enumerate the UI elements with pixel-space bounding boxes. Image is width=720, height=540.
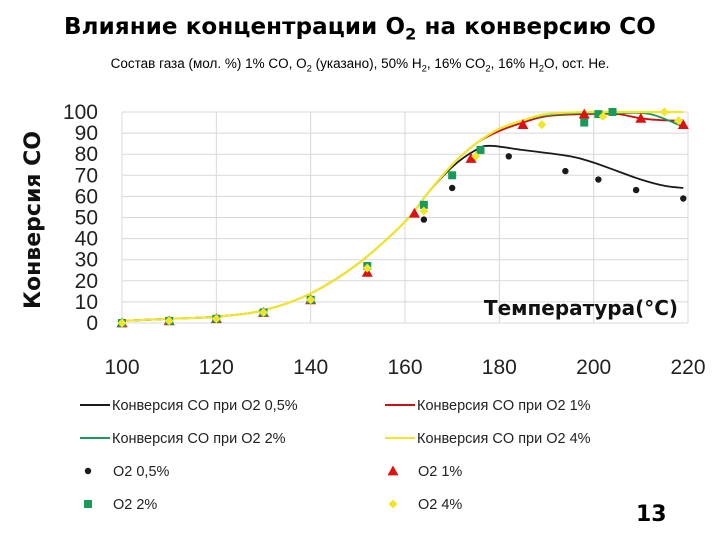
marker-o2-2 <box>608 108 617 116</box>
legend-label: Конверсия CO при O2 0,5% <box>112 398 298 414</box>
x-tick-label: 120 <box>199 356 234 379</box>
marker-o2-0-5 <box>505 153 512 160</box>
y-tick-label: 60 <box>75 185 98 208</box>
slide-subtitle: Состав газа (мол. %) 1% CO, O2 (указано)… <box>110 56 610 75</box>
marker-o2-4 <box>674 115 684 125</box>
marker-o2-4 <box>211 314 221 324</box>
marker-o2-4 <box>659 107 669 117</box>
marker-o2-1 <box>635 112 647 123</box>
marker-o2-1 <box>517 119 529 130</box>
chart-lines <box>121 110 684 322</box>
y-tick-label: 50 <box>75 207 98 230</box>
marker-o2-0-5 <box>420 216 428 223</box>
x-axis-label: Температура(°C) <box>484 296 678 320</box>
marker-o2-2 <box>594 110 603 119</box>
series-line-o2-4 <box>121 110 684 322</box>
y-tick-label: 20 <box>75 270 98 293</box>
x-tick-labels: 100 120 140 160 180 200 220 <box>104 356 705 379</box>
marker-o2-1 <box>408 207 420 218</box>
legend-label: O2 4% <box>418 497 462 513</box>
marker-o2-4 <box>306 295 316 305</box>
marker-o2-4 <box>164 316 174 326</box>
legend-swatch-marker <box>387 465 399 476</box>
x-tick-label: 160 <box>387 356 422 379</box>
marker-o2-0-5 <box>632 186 640 194</box>
marker-o2-1 <box>677 119 689 130</box>
marker-o2-4 <box>259 307 268 317</box>
marker-o2-0-5 <box>595 176 602 183</box>
marker-o2-2 <box>476 145 485 154</box>
series-line-o2-2 <box>121 111 684 322</box>
marker-o2-0-5 <box>448 184 456 192</box>
y-tick-label: 30 <box>75 249 98 272</box>
marker-o2-4 <box>362 263 372 273</box>
legend-swatch-marker <box>84 500 92 508</box>
y-tick-label: 0 <box>86 312 98 335</box>
y-tick-label: 10 <box>75 291 98 314</box>
marker-o2-4 <box>598 111 608 121</box>
x-tick-label: 200 <box>576 356 611 379</box>
y-axis-label: Конверсия CO <box>21 131 46 309</box>
x-tick-label: 100 <box>104 356 139 379</box>
legend-label: O2 2% <box>113 497 157 513</box>
legend-label: Конверсия CO при O2 4% <box>417 431 591 447</box>
marker-o2-1 <box>578 108 590 119</box>
slide-number: 13 <box>636 502 667 527</box>
legend-label: O2 0,5% <box>113 464 170 480</box>
legend-label: Конверсия CO при O2 1% <box>417 398 591 414</box>
marker-o2-2 <box>580 118 589 127</box>
chart-legend: Конверсия CO при O2 0,5% Конверсия CO при… <box>80 398 591 513</box>
y-tick-label: 80 <box>75 143 98 166</box>
x-tick-label: 140 <box>293 356 328 379</box>
legend-label: O2 1% <box>418 464 462 480</box>
y-tick-label: 40 <box>75 228 98 251</box>
y-tick-label: 70 <box>75 164 98 187</box>
marker-o2-4 <box>117 318 127 328</box>
marker-o2-0-5 <box>680 195 687 202</box>
chart-markers <box>116 107 689 328</box>
y-tick-label: 100 <box>63 101 98 124</box>
marker-o2-2 <box>448 171 457 180</box>
marker-o2-4 <box>537 120 547 130</box>
chart-grid <box>121 111 689 324</box>
legend-label: Конверсия CO при O2 2% <box>112 431 286 447</box>
marker-o2-4 <box>419 206 429 216</box>
x-tick-label: 220 <box>670 356 705 379</box>
x-tick-label: 180 <box>482 356 517 379</box>
legend-swatch-marker <box>388 499 398 509</box>
marker-o2-4 <box>471 151 481 161</box>
marker-o2-0-5 <box>562 167 569 175</box>
y-tick-label: 90 <box>75 122 98 145</box>
marker-o2-2 <box>419 200 428 209</box>
slide-title: Влияние концентрации O2 на конверсию CO <box>64 14 656 44</box>
series-line-o2-0-5 <box>121 144 684 322</box>
marker-o2-1 <box>465 152 477 163</box>
legend-swatch-marker <box>84 467 92 475</box>
